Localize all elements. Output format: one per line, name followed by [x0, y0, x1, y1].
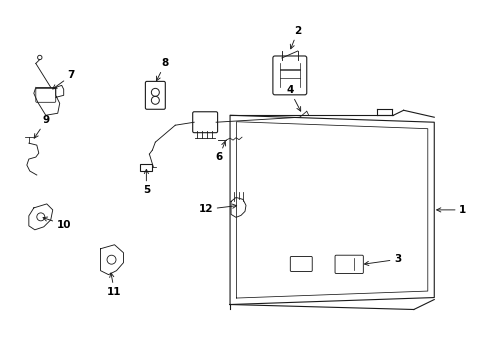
Text: 11: 11: [107, 273, 122, 297]
Text: 6: 6: [215, 141, 225, 162]
FancyBboxPatch shape: [36, 88, 56, 102]
Text: 7: 7: [53, 71, 75, 89]
Text: 9: 9: [34, 115, 50, 138]
FancyBboxPatch shape: [334, 255, 363, 274]
Text: 3: 3: [364, 255, 401, 266]
Text: 2: 2: [290, 26, 301, 49]
Text: 4: 4: [285, 85, 300, 111]
Text: 5: 5: [142, 170, 150, 195]
FancyBboxPatch shape: [272, 56, 306, 95]
Text: 8: 8: [156, 58, 168, 81]
Bar: [140, 163, 152, 171]
Text: 12: 12: [198, 204, 236, 215]
Text: 10: 10: [43, 217, 71, 230]
FancyBboxPatch shape: [290, 257, 312, 271]
Text: 1: 1: [436, 205, 466, 215]
FancyBboxPatch shape: [192, 112, 217, 133]
FancyBboxPatch shape: [145, 81, 165, 109]
